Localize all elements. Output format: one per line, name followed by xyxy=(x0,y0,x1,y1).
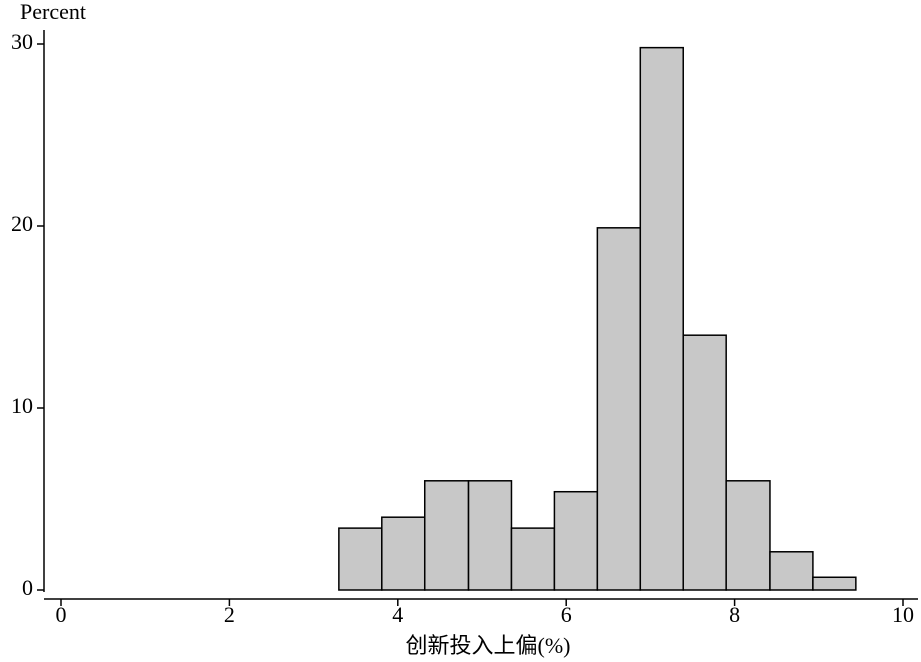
y-axis-label: Percent xyxy=(20,0,86,24)
bar xyxy=(639,46,684,591)
y-tick-label: 0 xyxy=(22,575,33,600)
x-tick-label: 8 xyxy=(729,602,740,627)
bar xyxy=(467,480,513,591)
x-tick-label: 10 xyxy=(892,602,914,627)
x-tick-label: 0 xyxy=(56,602,67,627)
x-tick-label: 6 xyxy=(561,602,572,627)
bar xyxy=(423,480,470,591)
y-tick-label: 20 xyxy=(11,211,33,236)
bar xyxy=(596,227,642,591)
y-tick-label: 10 xyxy=(11,393,33,418)
x-tick-label: 4 xyxy=(392,602,403,627)
bar xyxy=(725,480,771,591)
bar xyxy=(812,576,857,591)
y-tick-label: 30 xyxy=(11,29,33,54)
bar xyxy=(338,527,383,591)
bar xyxy=(510,527,556,591)
bar xyxy=(769,551,814,591)
x-axis-label: 创新投入上偏(%) xyxy=(406,633,571,658)
bar xyxy=(553,490,599,591)
bar xyxy=(682,334,727,591)
x-tick-label: 2 xyxy=(224,602,235,627)
bar xyxy=(381,516,426,591)
